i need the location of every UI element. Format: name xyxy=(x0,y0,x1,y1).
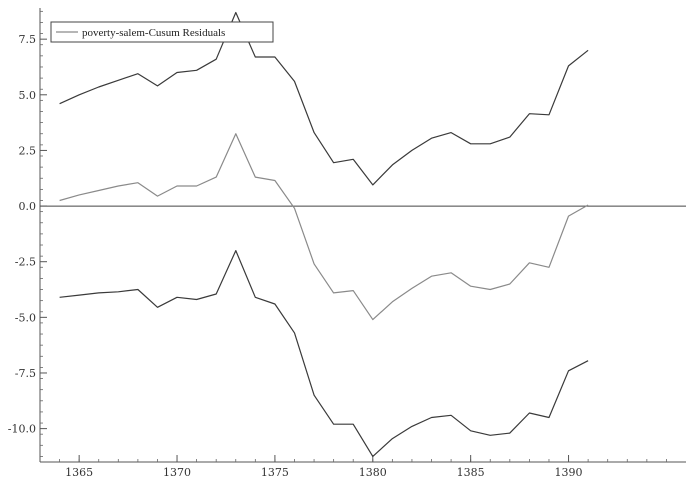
x-tick-label: 1380 xyxy=(359,466,387,479)
x-tick-label: 1370 xyxy=(163,466,191,479)
x-tick-label: 1365 xyxy=(65,466,93,479)
y-tick-label: -7.5 xyxy=(15,367,36,380)
upper-bound-line xyxy=(59,11,589,186)
lower-bound-line xyxy=(59,250,589,457)
y-tick-label: 7.5 xyxy=(19,33,37,46)
x-tick-label: 1390 xyxy=(555,466,583,479)
x-tick-label: 1375 xyxy=(261,466,289,479)
cusum-line xyxy=(59,133,589,321)
y-tick-label: 5.0 xyxy=(19,89,37,102)
x-tick-label: 1385 xyxy=(457,466,485,479)
y-tick-label: -2.5 xyxy=(15,256,36,269)
legend-label: poverty-salem-Cusum Residuals xyxy=(82,27,225,39)
y-tick-label: 0.0 xyxy=(19,200,37,213)
axes xyxy=(39,8,686,463)
y-tick-label: -10.0 xyxy=(8,423,36,436)
legend: poverty-salem-Cusum Residuals xyxy=(50,21,274,43)
tick-labels: 7.5 5.0 2.5 0.0 -2.5 -5.0 -7.5 -10.0 1365 1370 137… xyxy=(8,33,583,479)
series-lines xyxy=(59,11,589,457)
legend-box xyxy=(50,21,274,43)
y-tick-label: -5.0 xyxy=(15,311,36,324)
y-tick-label: 2.5 xyxy=(19,144,37,157)
